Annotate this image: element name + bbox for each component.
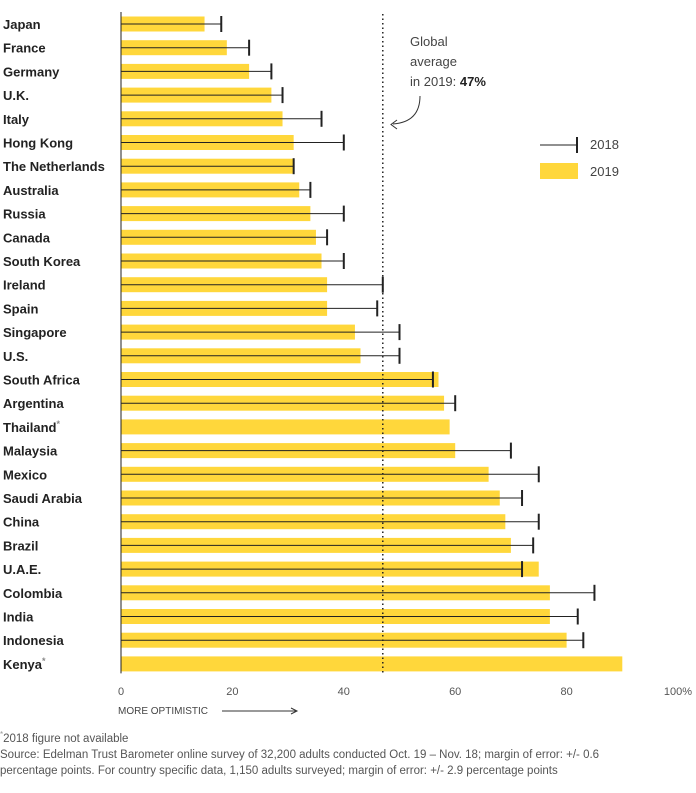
category-label: U.K. <box>3 88 29 103</box>
x-tick-label: 40 <box>338 686 350 698</box>
footnote-marker: * <box>0 730 4 739</box>
category-label: France <box>3 41 46 56</box>
legend: 2018 2019 <box>540 137 619 179</box>
category-label: U.S. <box>3 349 28 364</box>
category-label: South Africa <box>3 373 81 388</box>
category-label: Brazil <box>3 538 38 553</box>
legend-2019-label: 2019 <box>590 164 619 179</box>
category-label: Germany <box>3 64 60 79</box>
source-line-2: percentage points. For country specific … <box>0 764 558 777</box>
category-label: Thailand* <box>3 419 60 435</box>
source-line-1: Source: Edelman Trust Barometer online s… <box>0 748 600 761</box>
x-tick-label: 20 <box>226 686 238 698</box>
bars-layer <box>121 16 623 672</box>
x-tick-label: 60 <box>449 686 461 698</box>
x-axis-label: MORE OPTIMISTIC <box>118 706 208 717</box>
category-label: China <box>3 515 40 530</box>
bar-2019 <box>121 419 450 435</box>
category-label: Italy <box>3 112 30 127</box>
category-label: Hong Kong <box>3 136 73 151</box>
category-label: Saudi Arabia <box>3 491 83 506</box>
legend-2019-swatch <box>540 163 578 179</box>
x-tick-label: 0 <box>118 686 124 698</box>
category-label: Singapore <box>3 325 67 340</box>
annotation-line-1: Global <box>410 34 448 49</box>
annotation-line-3: in 2019: 47% <box>410 74 486 89</box>
footnote-marker: * <box>56 419 60 429</box>
category-label: Russia <box>3 207 46 222</box>
annotation-arrowhead <box>390 119 398 130</box>
x-axis: 0 20 40 60 80 100% MORE OPTIMISTIC <box>118 12 692 717</box>
footnote-text: 2018 figure not available <box>3 732 129 745</box>
annotation-line-3-text: in 2019: <box>410 74 460 89</box>
x-tick-label: 100% <box>664 686 692 698</box>
annotation-arrow <box>392 95 421 125</box>
bar-2019 <box>121 656 623 672</box>
category-label: Australia <box>3 183 59 198</box>
footnote: *2018 figure not available <box>0 727 690 747</box>
category-label: Kenya* <box>3 656 46 672</box>
category-label: Japan <box>3 17 41 32</box>
average-annotation: Global average in 2019: 47% <box>390 34 486 130</box>
category-label: India <box>3 610 34 625</box>
footnote-marker: * <box>42 656 46 666</box>
x-axis-arrowhead <box>290 707 299 715</box>
category-label: Colombia <box>3 586 63 601</box>
legend-2018-label: 2018 <box>590 137 619 152</box>
category-label: Ireland <box>3 278 46 293</box>
category-labels: Japan France Germany U.K. Italy Hong Kong The … <box>3 17 105 672</box>
category-label: Argentina <box>3 396 64 411</box>
category-label: U.A.E. <box>3 562 41 577</box>
category-label: The Netherlands <box>3 159 105 174</box>
ticks-2018-layer <box>121 16 596 649</box>
chart: Japan France Germany U.K. Italy Hong Kong The … <box>3 12 692 717</box>
category-label: Mexico <box>3 467 47 482</box>
category-label: Malaysia <box>3 444 58 459</box>
category-label: South Korea <box>3 254 81 269</box>
annotation-line-2: average <box>410 54 457 69</box>
footer: *2018 figure not available Source: Edelm… <box>0 727 690 779</box>
annotation-value: 47% <box>460 74 486 89</box>
category-label: Canada <box>3 230 51 245</box>
x-tick-label: 80 <box>560 686 572 698</box>
category-label: Spain <box>3 301 38 316</box>
category-label: Indonesia <box>3 633 64 648</box>
